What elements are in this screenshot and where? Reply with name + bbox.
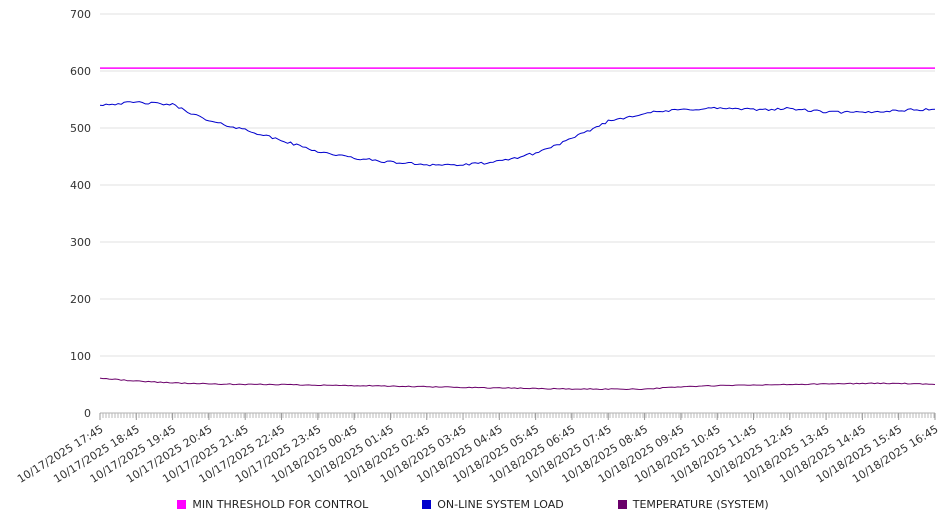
y-tick-label: 200: [70, 293, 91, 306]
y-tick-label: 0: [84, 407, 91, 420]
y-tick-label: 600: [70, 65, 91, 78]
legend-swatch-min-threshold: [177, 500, 187, 509]
y-tick-label: 700: [70, 8, 91, 21]
series-line-on-line-system-load: [99, 101, 936, 167]
y-tick-label: 300: [70, 236, 91, 249]
y-tick-label: 500: [70, 122, 91, 135]
legend-swatch-temperature: [617, 500, 627, 509]
legend-item-temperature[interactable]: TEMPERATURE (SYSTEM): [617, 498, 769, 511]
legend-item-min-threshold[interactable]: MIN THRESHOLD FOR CONTROL: [177, 498, 368, 511]
series-line-temperature-system-: [99, 377, 936, 390]
legend: MIN THRESHOLD FOR CONTROL ON-LINE SYSTEM…: [0, 498, 946, 511]
y-tick-label: 100: [70, 350, 91, 363]
legend-label-temperature: TEMPERATURE (SYSTEM): [632, 498, 769, 511]
legend-swatch-system-load: [422, 500, 432, 509]
legend-label-min-threshold: MIN THRESHOLD FOR CONTROL: [192, 498, 369, 511]
legend-item-system-load[interactable]: ON-LINE SYSTEM LOAD: [422, 498, 564, 511]
legend-label-system-load: ON-LINE SYSTEM LOAD: [437, 498, 564, 511]
y-tick-label: 400: [70, 179, 91, 192]
